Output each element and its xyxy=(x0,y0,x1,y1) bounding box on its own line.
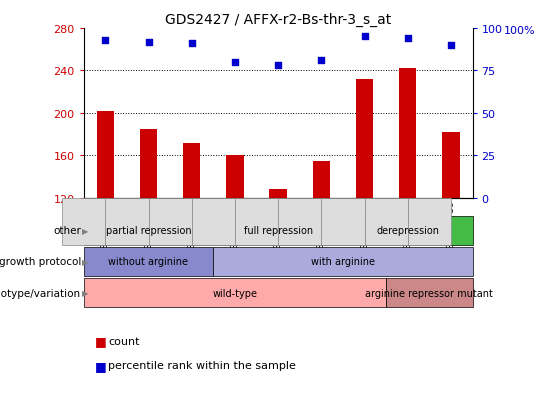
Bar xyxy=(226,156,244,198)
Bar xyxy=(399,69,416,198)
Point xyxy=(317,58,326,64)
Title: GDS2427 / AFFX-r2-Bs-thr-3_s_at: GDS2427 / AFFX-r2-Bs-thr-3_s_at xyxy=(165,12,391,26)
Point xyxy=(274,63,282,69)
Bar xyxy=(269,190,287,198)
Text: ▶: ▶ xyxy=(82,257,89,266)
Text: count: count xyxy=(108,336,139,346)
Bar xyxy=(313,161,330,198)
Text: ■: ■ xyxy=(94,359,106,372)
Bar xyxy=(183,143,200,198)
Text: partial repression: partial repression xyxy=(106,226,191,236)
Text: growth protocol: growth protocol xyxy=(0,257,81,267)
Y-axis label: 100%: 100% xyxy=(503,26,535,36)
Point xyxy=(403,36,412,43)
Point xyxy=(447,43,455,49)
Point xyxy=(101,38,110,44)
Text: ▶: ▶ xyxy=(82,288,89,297)
Point xyxy=(231,59,239,66)
Text: full repression: full repression xyxy=(244,226,313,236)
Point xyxy=(144,39,153,46)
Text: wild-type: wild-type xyxy=(212,288,258,298)
Text: percentile rank within the sample: percentile rank within the sample xyxy=(108,361,296,370)
Text: without arginine: without arginine xyxy=(109,257,188,267)
Point xyxy=(187,41,196,47)
Bar xyxy=(356,80,373,198)
Bar xyxy=(442,133,460,198)
Point xyxy=(360,34,369,40)
Bar xyxy=(140,129,157,198)
Text: ■: ■ xyxy=(94,334,106,347)
Bar xyxy=(97,112,114,198)
Text: other: other xyxy=(53,226,81,236)
Text: arginine repressor mutant: arginine repressor mutant xyxy=(366,288,493,298)
Text: derepression: derepression xyxy=(376,226,439,236)
Text: ▶: ▶ xyxy=(82,226,89,235)
Text: with arginine: with arginine xyxy=(311,257,375,267)
Text: genotype/variation: genotype/variation xyxy=(0,288,81,298)
